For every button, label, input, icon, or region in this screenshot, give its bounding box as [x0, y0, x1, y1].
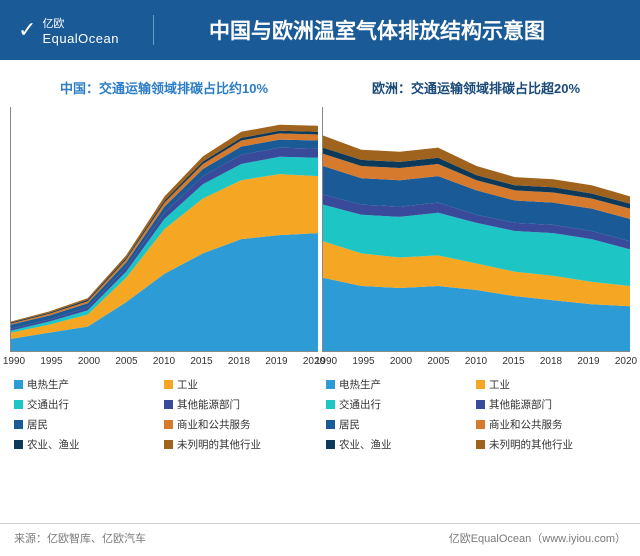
europe-xaxis: 1990 1995 2000 2005 2010 2015 2018 2019 2020 — [314, 352, 638, 367]
swatch-icon — [476, 400, 485, 409]
xaxis-tick: 2015 — [190, 356, 214, 367]
swatch-icon — [326, 400, 335, 409]
china-legend: 电热生产 工业交通出行 其他能源部门居民 商业和公共服务农业、渔业 未列明的其他行业 — [10, 367, 318, 452]
header-bar: ✓ 亿欧 EqualOcean 中国与欧洲温室气体排放结构示意图 — [0, 0, 640, 60]
xaxis-tick: 2005 — [115, 356, 139, 367]
legend-item-residential: 居民 — [326, 417, 476, 432]
legend-label: 居民 — [339, 417, 360, 432]
footer-brand: 亿欧EqualOcean（www.iyiou.com） — [449, 530, 626, 546]
legend-item-electricity: 电热生产 — [326, 377, 476, 392]
china-xaxis: 199019952000200520102015201820192020 — [2, 352, 326, 367]
logo-icon: ✓ — [18, 19, 36, 41]
legend-item-agriculture: 农业、渔业 — [326, 437, 476, 452]
charts-row: 中国：交通运输领域排碳占比约10% 1990 1995 2000 2005 2010 20… — [0, 60, 640, 458]
legend-item-commercial: 商业和公共服务 — [476, 417, 626, 432]
legend-label: 其他能源部门 — [489, 397, 552, 412]
swatch-icon — [164, 420, 173, 429]
legend-label: 工业 — [489, 377, 510, 392]
xaxis-tick: 1990 — [2, 356, 26, 367]
legend-label: 电热生产 — [27, 377, 69, 392]
xaxis-tick: 1995 — [40, 356, 64, 367]
legend-label: 农业、渔业 — [27, 437, 80, 452]
legend-label: 电热生产 — [339, 377, 381, 392]
xaxis-tick: 2000 — [77, 356, 101, 367]
swatch-icon — [476, 380, 485, 389]
brand-logo: ✓ 亿欧 EqualOcean — [18, 15, 135, 46]
xaxis-tick: 2019 — [577, 356, 601, 367]
xaxis-tick: 2015 — [502, 356, 526, 367]
legend-label: 其他能源部门 — [177, 397, 240, 412]
legend-label: 交通出行 — [27, 397, 69, 412]
legend-item-industry: 工业 — [164, 377, 314, 392]
legend-item-industry: 工业 — [476, 377, 626, 392]
legend-label: 未列明的其他行业 — [489, 437, 573, 452]
europe-chart-title: 欧洲：交通运输领域排碳占比超20% — [322, 78, 630, 97]
legend-item-other_energy: 其他能源部门 — [164, 397, 314, 412]
xaxis-tick: 2018 — [227, 356, 251, 367]
swatch-icon — [476, 440, 485, 449]
brand-en: EqualOcean — [42, 31, 119, 46]
legend-item-commercial: 商业和公共服务 — [164, 417, 314, 432]
legend-item-unspecified: 未列明的其他行业 — [164, 437, 314, 452]
china-chart — [10, 107, 318, 352]
xaxis-tick: 1995 — [352, 356, 376, 367]
swatch-icon — [326, 420, 335, 429]
legend-label: 工业 — [177, 377, 198, 392]
xaxis-tick: 2010 — [464, 356, 488, 367]
xaxis-tick: 2019 — [265, 356, 289, 367]
swatch-icon — [14, 440, 23, 449]
legend-label: 商业和公共服务 — [489, 417, 563, 432]
legend-label: 居民 — [27, 417, 48, 432]
swatch-icon — [14, 420, 23, 429]
legend-item-agriculture: 农业、渔业 — [14, 437, 164, 452]
china-chart-title: 中国：交通运输领域排碳占比约10% — [10, 78, 318, 97]
header-divider — [153, 15, 154, 45]
swatch-icon — [164, 400, 173, 409]
page-title: 中国与欧洲温室气体排放结构示意图 — [172, 15, 622, 45]
brand-cn: 亿欧 — [42, 15, 119, 31]
xaxis-tick: 1990 — [314, 356, 338, 367]
legend-label: 商业和公共服务 — [177, 417, 251, 432]
legend-item-transport: 交通出行 — [326, 397, 476, 412]
legend-label: 未列明的其他行业 — [177, 437, 261, 452]
swatch-icon — [14, 400, 23, 409]
legend-item-unspecified: 未列明的其他行业 — [476, 437, 626, 452]
swatch-icon — [476, 420, 485, 429]
legend-label: 交通出行 — [339, 397, 381, 412]
xaxis-tick: 2005 — [427, 356, 451, 367]
europe-panel: 欧洲：交通运输领域排碳占比超20% 1990199520002005201020… — [322, 78, 630, 452]
xaxis-tick: 2020 — [614, 356, 638, 367]
swatch-icon — [164, 380, 173, 389]
europe-legend: 电热生产 工业交通出行 其他能源部门居民 商业和公共服务农业、渔业 未列明的其他行业 — [322, 367, 630, 452]
xaxis-tick: 2018 — [539, 356, 563, 367]
legend-item-other_energy: 其他能源部门 — [476, 397, 626, 412]
europe-chart — [322, 107, 630, 352]
china-panel: 中国：交通运输领域排碳占比约10% 1990199520002005201020… — [10, 78, 318, 452]
footer-source: 来源：亿欧智库、亿欧汽车 — [14, 530, 146, 546]
legend-item-residential: 居民 — [14, 417, 164, 432]
swatch-icon — [164, 440, 173, 449]
xaxis-tick: 2010 — [152, 356, 176, 367]
legend-item-transport: 交通出行 — [14, 397, 164, 412]
swatch-icon — [326, 380, 335, 389]
swatch-icon — [326, 440, 335, 449]
legend-label: 农业、渔业 — [339, 437, 392, 452]
xaxis-tick: 2000 — [389, 356, 413, 367]
legend-item-electricity: 电热生产 — [14, 377, 164, 392]
swatch-icon — [14, 380, 23, 389]
footer: 来源：亿欧智库、亿欧汽车 亿欧EqualOcean（www.iyiou.com） — [0, 523, 640, 546]
